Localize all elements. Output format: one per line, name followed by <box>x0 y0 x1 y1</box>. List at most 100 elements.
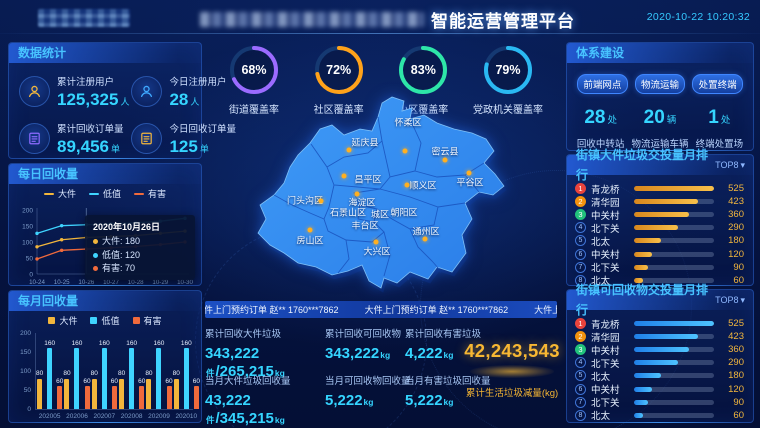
rank-bar-fill <box>634 360 679 366</box>
bar <box>84 386 90 409</box>
summary-number: /265,215 <box>215 363 274 380</box>
bar <box>183 348 189 409</box>
bar-column: 60 <box>138 333 145 409</box>
system-stat-caption: 物流运输车辆 <box>631 139 689 150</box>
system-tab[interactable]: 前端网点 <box>577 74 628 94</box>
rank-value: 290 <box>728 222 744 234</box>
rank-value: 525 <box>728 183 744 195</box>
stat-unit: 单 <box>111 144 121 154</box>
map-svg[interactable] <box>232 95 552 300</box>
rank-name: 北太 <box>591 276 611 288</box>
summary-cell: 当月大件垃圾回收量 43,222 件/345,215kg <box>205 373 325 427</box>
tooltip-text: 大件: 180 <box>102 236 141 246</box>
bar-column: 60 <box>111 333 118 409</box>
tooltip-row: 低值: 120 <box>93 249 187 263</box>
rank-name: 中关村 <box>591 385 620 397</box>
rank-bar-fill <box>634 199 699 205</box>
system-tab[interactable]: 处置终端 <box>692 74 744 94</box>
summary-unit: 件 <box>206 368 215 378</box>
caret-down-icon: ▾ <box>740 160 745 170</box>
bar-column: 80 <box>36 333 43 409</box>
summary-number: 343,222 <box>325 345 380 362</box>
beijing-district-map[interactable]: 延庆县 怀柔区 密云县 平谷区 昌平区 顺义区 门头沟区 海淀区 石景山区 城区 朝阳区 丰台区 通州区… <box>232 95 552 300</box>
gauge-ring: 79% <box>482 44 534 96</box>
legend-item[interactable]: 有害 <box>134 188 166 199</box>
legend-item[interactable]: 低值 <box>90 315 120 326</box>
rank-badge: 1 <box>575 318 586 330</box>
map-region-label: 平谷区 <box>456 177 484 188</box>
bar-group: 80 160 60 202010 <box>173 333 200 420</box>
bar-value-label: 80 <box>117 370 126 378</box>
legend-item[interactable]: 有害 <box>132 315 162 326</box>
rank-bar-fill <box>634 264 648 270</box>
summary-value: 5,222kg <box>405 392 467 410</box>
svg-text:200: 200 <box>22 207 33 214</box>
legend-item[interactable]: 大件 <box>43 188 76 199</box>
system-tab[interactable]: 物流运输 <box>634 74 686 94</box>
x-axis-label: 202006 <box>66 413 88 420</box>
map-marker-dot <box>346 147 352 153</box>
rank-name: 北太 <box>591 236 611 248</box>
summary-label: 当月大件垃圾回收量 <box>205 376 291 387</box>
rank-value: 120 <box>728 248 744 260</box>
rank-bar-track <box>634 412 714 418</box>
summary-cell: 当月可回收物回收量 5,222kg <box>325 373 411 420</box>
top8-dropdown[interactable]: TOP8 ▾ <box>715 155 745 175</box>
legend-swatch <box>90 317 98 324</box>
logo <box>38 9 130 27</box>
top8-dropdown[interactable]: TOP8 ▾ <box>715 290 745 310</box>
bar <box>57 386 63 409</box>
rank-bar-fill <box>634 277 644 283</box>
rank-name: 清华园 <box>591 332 620 344</box>
rank-bar-track <box>634 251 714 257</box>
bar <box>74 348 80 409</box>
bar-column: 80 <box>63 333 71 409</box>
bar-value-label: 60 <box>138 377 146 385</box>
summary-unit: kg <box>363 397 374 407</box>
bar-column: 160 <box>44 333 55 409</box>
bar-column: 160 <box>72 333 82 409</box>
rank-name: 青龙桥 <box>591 319 620 331</box>
top8-label: TOP8 <box>715 160 739 170</box>
stat-label: 累计注册用户 <box>57 77 115 88</box>
bar-group: 80 160 60 202006 <box>63 333 90 420</box>
legend-item[interactable]: 低值 <box>88 188 121 199</box>
ranking-row: 2 清华园 423 <box>575 195 744 209</box>
map-marker-dot <box>402 148 408 154</box>
map-marker-dot <box>442 157 448 163</box>
map-outline[interactable] <box>257 96 505 289</box>
rank-bar-track <box>634 386 714 392</box>
user-icon <box>131 75 163 107</box>
bar-value-label: 60 <box>110 377 118 385</box>
svg-text:10-27: 10-27 <box>103 279 119 286</box>
x-axis-label: 202008 <box>120 413 143 420</box>
bar <box>146 378 152 409</box>
bar-group: 80 160 60 202008 <box>117 333 145 420</box>
bar-value-label: 80 <box>90 370 98 378</box>
bar-group: 80 160 60 202009 <box>145 333 172 420</box>
summary-label: 当月可回收物回收量 <box>325 376 411 387</box>
bar-column: 160 <box>154 333 164 409</box>
system-stat-unit: 处 <box>607 115 617 126</box>
stat-text: 今日注册用户 28 人 <box>169 74 226 108</box>
bar-column: 80 <box>145 333 153 409</box>
legend-swatch <box>48 317 56 324</box>
system-stat-caption: 终端处置场 <box>695 139 744 150</box>
gauge-percent: 83% <box>410 63 436 77</box>
system-stat-caption: 回收中转站 <box>576 139 625 150</box>
page-title: 智能运营管理平台 <box>431 12 575 31</box>
bar <box>173 378 179 409</box>
summary-value: 343,222kg <box>325 345 405 363</box>
ticker-item: 大件上门预约订单 赵** 1760***7862 <box>534 305 557 315</box>
ranking-row: 5 北太 180 <box>575 369 744 383</box>
stat-value: 125,325 人 <box>57 90 130 109</box>
rank-badge: 7 <box>575 396 586 408</box>
summary-unit: kg <box>443 350 454 360</box>
rank-badge: 5 <box>575 370 586 382</box>
gauge-ring: 72% <box>313 44 365 96</box>
legend-item[interactable]: 大件 <box>48 315 77 326</box>
bar-column: 60 <box>56 333 63 409</box>
bar-value-label: 80 <box>36 370 44 378</box>
map-region-label: 朝阳区 <box>390 207 418 218</box>
